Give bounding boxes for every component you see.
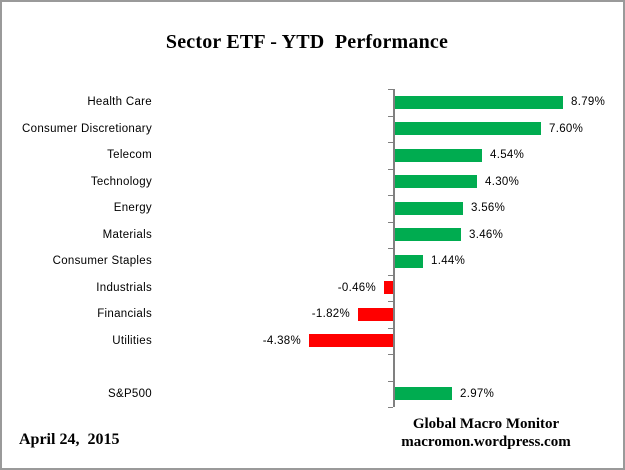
attribution: Global Macro Monitor macromon.wordpress.… (336, 416, 623, 451)
axis-tick (388, 275, 393, 276)
bar-financials (358, 308, 393, 321)
value-label: 2.97% (460, 388, 495, 400)
value-label: 4.30% (485, 176, 520, 188)
axis-tick (388, 301, 393, 302)
axis-tick (388, 248, 393, 249)
category-label: Energy (113, 202, 152, 214)
value-label: -1.82% (311, 308, 350, 320)
bar-materials (395, 228, 461, 241)
axis-tick (388, 222, 393, 223)
axis-tick (388, 381, 393, 382)
category-label: Consumer Discretionary (22, 123, 152, 135)
bar-s-p500 (395, 387, 452, 400)
value-label: 1.44% (431, 255, 466, 267)
value-label: 8.79% (571, 96, 606, 108)
axis-tick (388, 328, 393, 329)
category-label: Industrials (96, 282, 152, 294)
axis-tick (388, 407, 393, 408)
axis-tick (388, 142, 393, 143)
value-label: -0.46% (337, 282, 376, 294)
axis-tick (388, 89, 393, 90)
bar-consumer-staples (395, 255, 423, 268)
category-label: Utilities (112, 335, 152, 347)
axis-tick (388, 169, 393, 170)
category-label: Technology (90, 176, 152, 188)
bar-industrials (384, 281, 393, 294)
value-label: -4.38% (262, 335, 301, 347)
axis-tick (388, 354, 393, 355)
bar-utilities (309, 334, 393, 347)
bar-technology (395, 175, 477, 188)
bar-consumer-discretionary (395, 122, 541, 135)
value-label: 7.60% (549, 123, 584, 135)
value-label: 3.56% (471, 202, 506, 214)
category-label: Financials (97, 308, 152, 320)
category-axis-line (393, 89, 395, 407)
category-label: S&P500 (108, 388, 152, 400)
date-label: April 24, 2015 (19, 431, 120, 448)
chart-title: Sector ETF - YTD Performance (165, 31, 449, 53)
bar-energy (395, 202, 463, 215)
value-label: 3.46% (469, 229, 504, 241)
bar-health-care (395, 96, 563, 109)
attribution-source-url: macromon.wordpress.com (401, 433, 571, 450)
value-label: 4.54% (490, 149, 525, 161)
axis-tick (388, 195, 393, 196)
category-label: Health Care (87, 96, 152, 108)
axis-tick (388, 116, 393, 117)
attribution-source-name: Global Macro Monitor (412, 416, 560, 432)
bar-telecom (395, 149, 482, 162)
category-label: Telecom (107, 149, 152, 161)
category-label: Materials (102, 229, 152, 241)
category-label: Consumer Staples (52, 255, 152, 267)
